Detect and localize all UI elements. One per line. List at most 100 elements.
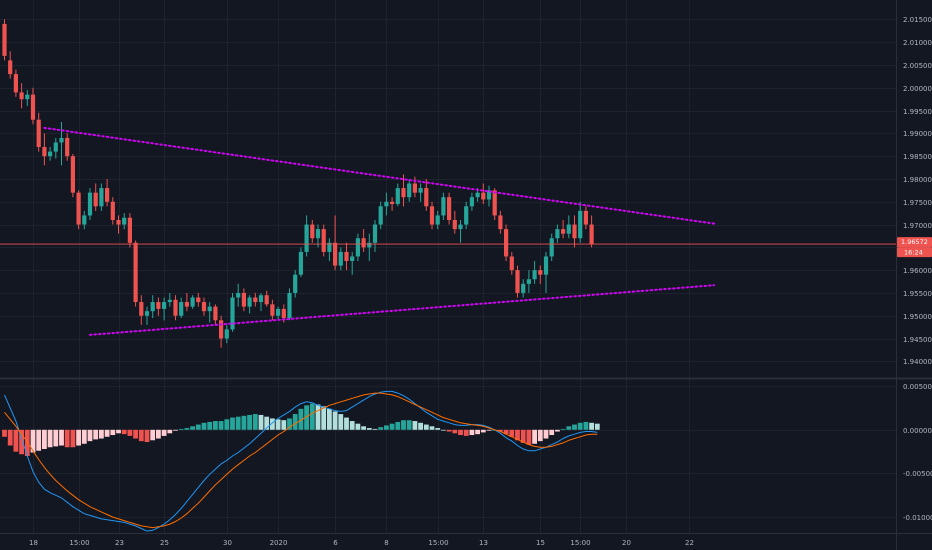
candle-body [270,304,275,316]
candle-body [253,297,258,303]
candle-body [555,229,560,239]
histogram-bar [281,420,287,430]
macd-pane[interactable] [2,390,600,532]
candle-body [196,297,201,303]
histogram-bar [549,429,555,436]
candle-body [355,238,360,257]
histogram-bar [2,429,7,437]
price-tick-label: 1.95500 [903,290,932,298]
histogram-bar [418,422,423,430]
histogram-bar [42,429,47,450]
histogram-bar [583,421,589,430]
candle-body [327,242,332,252]
histogram-bar [532,429,537,444]
candle-body [53,142,58,152]
histogram-bar [515,429,520,441]
histogram-bar [235,416,241,430]
candle-body [424,188,429,207]
candle-body [230,297,235,330]
candle-body [338,251,343,266]
histogram-bar [389,423,395,430]
candle-body [395,188,400,205]
time-tick-label: 30 [223,539,232,547]
trendlines[interactable] [43,126,716,336]
price-pane[interactable] [0,19,896,348]
histogram-bar [589,422,594,430]
time-tick-label: 8 [384,539,388,547]
histogram-bar [475,429,480,435]
histogram-bar [378,427,384,430]
macd-axis[interactable]: 0.00500 0.00000 -0.00500 -0.01000 [903,383,932,522]
histogram-bar [452,429,458,434]
candle-body [464,206,469,225]
macd-tick-label: -0.01000 [903,514,932,522]
histogram-bar [81,429,87,444]
price-badge: 1.96572 [897,237,932,248]
time-tick-label: 25 [160,539,169,547]
candle-body [150,302,155,312]
histogram-bar [526,429,532,445]
price-tick-label: 2.01500 [903,16,932,24]
histogram-bar [138,429,144,442]
time-tick-label: 15 [536,539,545,547]
upper-trendline[interactable] [43,126,716,225]
histogram-bar [161,429,167,436]
histogram-bar [298,408,304,430]
macd-tick-label: 0.00500 [903,383,932,391]
histogram-bar [207,421,213,430]
candle-body [367,242,372,248]
histogram-bar [99,429,104,439]
histogram-bar [127,429,133,436]
time-axis[interactable]: 18 15:00 23 25 30 2020 6 8 15:00 13 15 15:00 20 22 [29,539,694,547]
candle-body [201,302,207,312]
candle-body [42,147,47,157]
candle-body [156,302,161,309]
histogram-bar [384,425,389,430]
histogram-bar [435,428,441,430]
candle-body [412,183,417,193]
histogram-bar [315,404,321,430]
candle-body [310,224,315,239]
candle-body [384,201,389,207]
histogram-bar [7,429,13,446]
histogram-bar [304,405,309,430]
histogram-bar [47,429,53,448]
lower-trendline[interactable] [89,284,716,336]
candle-body [435,215,440,225]
time-tick-label: 20 [622,539,631,547]
histogram-bar [372,428,378,430]
candle-body [498,215,503,230]
histogram-bar [395,421,401,430]
candle-body [526,279,531,284]
price-tick-label: 1.99500 [903,108,932,116]
histogram-bar [361,426,366,430]
histogram-bar [503,429,509,435]
histogram-bar [218,421,224,430]
price-tick-label: 1.98000 [903,176,932,184]
price-tick-label: 1.98500 [903,153,932,161]
histogram-bar [70,429,76,448]
time-tick-label: 22 [685,539,694,547]
histogram-bar [332,411,338,430]
candle-body [515,270,520,293]
candle-body [589,224,594,245]
price-tick-label: 2.01000 [903,39,932,47]
histogram-bar [156,429,161,439]
signal-line [4,392,598,529]
candle-body [36,119,41,148]
candle-body [543,256,549,275]
candle-body [173,299,178,316]
histogram-bar [321,406,327,430]
countdown-badge-label: 16:24 [904,249,923,257]
histogram-bar [178,428,184,430]
histogram-bar [64,429,70,448]
histogram-bar [446,429,452,432]
time-tick-label: 2020 [270,539,288,547]
histogram-bar [270,418,275,430]
time-tick-label: 6 [333,539,338,547]
price-axis[interactable]: 2.01500 2.01000 2.00500 2.00000 1.99500 1.990… [903,16,932,366]
candle-body [549,238,554,257]
candle-body [572,224,577,239]
histogram-bar [406,420,412,430]
